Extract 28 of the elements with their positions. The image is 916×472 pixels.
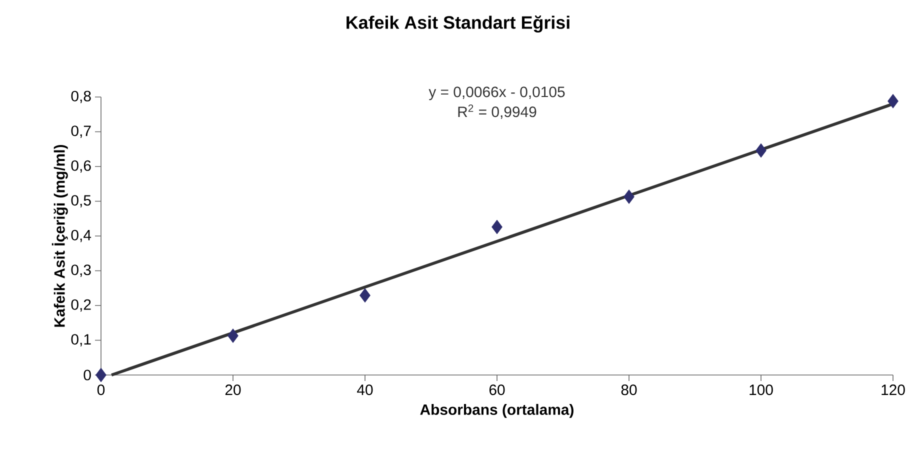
x-tick-label: 60 [489,384,505,396]
annotation: y = 0,0066x - 0,0105 [428,86,565,100]
point [96,368,106,382]
point [624,190,634,204]
point [360,288,370,303]
y-tick-label: 0,3 [71,264,91,277]
point [228,328,238,343]
chart-title: Kafeik Asit Standart Eğrisi [346,16,570,32]
y-tick-label: 0,2 [71,299,91,312]
point [756,143,766,158]
y-tick-label: 0,8 [71,90,91,104]
y-tick-label: 0,7 [71,126,91,138]
y-tick-label: 0,1 [71,334,91,346]
point [492,220,502,234]
y-tick-label: 0,5 [71,195,91,208]
x-tick-label: 100 [750,384,773,396]
y-tick-label: 0,6 [71,160,91,173]
x-tick-label: 20 [225,384,241,396]
point [888,94,898,108]
y-axis-title: Kafeik Asit İçeriği (mg/ml) [52,144,68,327]
x-tick-label: 80 [621,384,637,396]
y-tick-label: 0,4 [71,230,92,242]
x-tick-label: 0 [97,384,105,396]
x-tick-label: 40 [357,384,373,396]
y-tick-label: 0 [84,370,91,380]
x-tick-label: 120 [882,384,905,396]
annotation: R$^{2}$ = 0,9949 [458,104,536,119]
x-axis-title: Absorbans (ortalama) [420,404,574,418]
